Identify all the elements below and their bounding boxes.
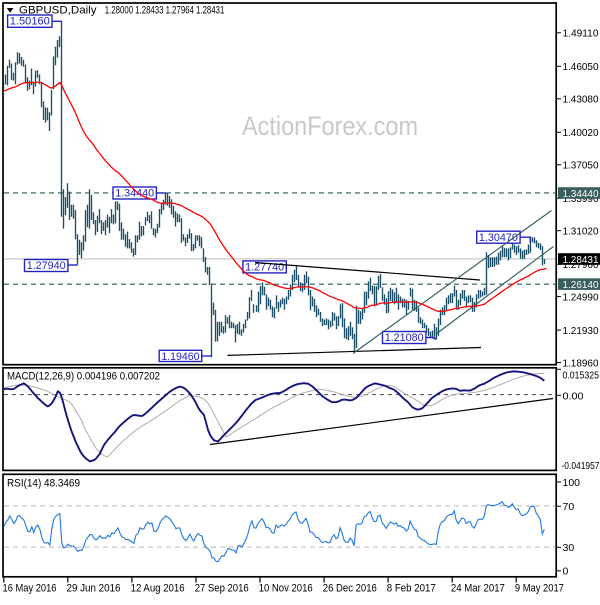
svg-text:1.21930: 1.21930 <box>563 325 599 337</box>
svg-text:RSI(14) 48.3469: RSI(14) 48.3469 <box>7 478 80 490</box>
svg-text:1.21080: 1.21080 <box>385 332 424 344</box>
svg-text:1.49110: 1.49110 <box>563 28 599 40</box>
svg-text:1.27940: 1.27940 <box>27 260 66 272</box>
svg-text:8 Feb 2017: 8 Feb 2017 <box>387 583 436 595</box>
svg-text:1.34440: 1.34440 <box>563 188 599 200</box>
svg-text:12 Aug 2016: 12 Aug 2016 <box>131 583 185 595</box>
svg-text:27 Sep 2016: 27 Sep 2016 <box>195 583 249 595</box>
svg-text:1.26140: 1.26140 <box>563 279 599 291</box>
svg-text:0.00: 0.00 <box>563 390 584 402</box>
svg-text:1.37050: 1.37050 <box>563 160 599 172</box>
svg-text:9 May 2017: 9 May 2017 <box>515 583 564 595</box>
svg-text:GBPUSD,Daily: GBPUSD,Daily <box>19 5 97 17</box>
svg-text:1.31020: 1.31020 <box>563 226 599 238</box>
svg-text:1.24990: 1.24990 <box>563 291 599 303</box>
svg-text:24 Mar 2017: 24 Mar 2017 <box>451 583 505 595</box>
svg-text:-0.041957: -0.041957 <box>562 460 600 472</box>
svg-text:1.28000 1.28433 1.27964 1.2843: 1.28000 1.28433 1.27964 1.28431 <box>105 5 225 17</box>
svg-text:30: 30 <box>563 542 575 554</box>
svg-text:1.19460: 1.19460 <box>161 351 199 363</box>
svg-text:70: 70 <box>563 501 575 513</box>
svg-text:16 May 2016: 16 May 2016 <box>3 583 57 595</box>
svg-text:1.40020: 1.40020 <box>563 127 599 139</box>
svg-text:0: 0 <box>563 566 569 578</box>
svg-text:0.015325: 0.015325 <box>563 370 600 382</box>
svg-text:1.28431: 1.28431 <box>563 254 599 266</box>
svg-text:MACD(12,26,9) 0.004196 0.00720: MACD(12,26,9) 0.004196 0.007202 <box>7 371 160 383</box>
svg-text:10 Nov 2016: 10 Nov 2016 <box>259 583 313 595</box>
svg-text:100: 100 <box>563 477 581 489</box>
svg-text:ActionForex.com: ActionForex.com <box>242 111 418 141</box>
svg-text:1.46050: 1.46050 <box>563 61 599 73</box>
svg-text:1.50160: 1.50160 <box>10 16 50 28</box>
svg-text:1.30470: 1.30470 <box>479 232 518 244</box>
svg-text:26 Dec 2016: 26 Dec 2016 <box>323 583 377 595</box>
svg-text:29 Jun 2016: 29 Jun 2016 <box>67 583 121 595</box>
svg-text:1.43080: 1.43080 <box>563 94 599 106</box>
svg-text:1.18960: 1.18960 <box>563 357 599 369</box>
